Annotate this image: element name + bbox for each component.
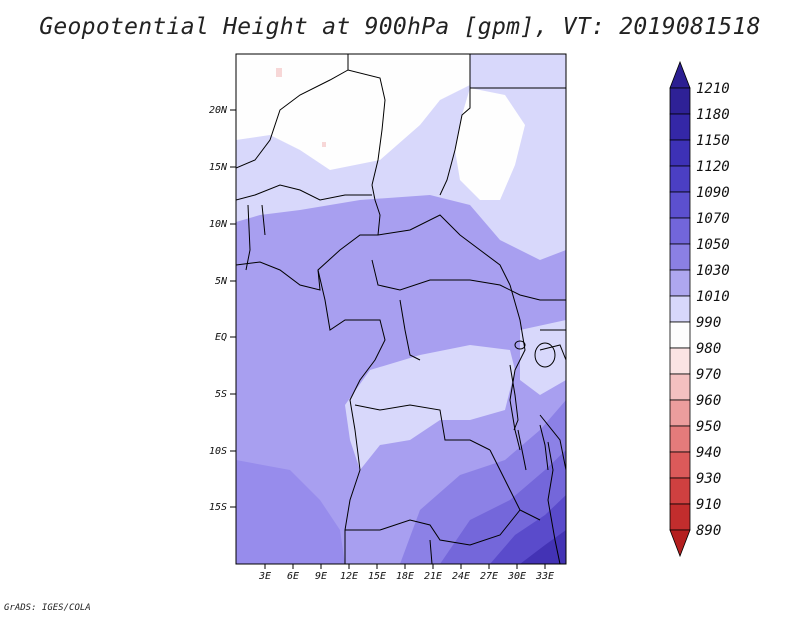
colorbar-segment [669,191,691,219]
lon-tick-label: 6E [287,571,299,582]
lon-axis: 3E 6E 9E 12E 15E 18E 21E 24E 27E 30E 33E [258,564,554,582]
lat-tick-label: 15N [209,162,228,173]
colorbar-segment [669,217,691,245]
colorbar-label: 960 [696,393,721,409]
lon-tick-label: 3E [258,571,271,582]
colorbar-label: 1050 [696,237,730,253]
colorbar-arrow-top [669,60,691,89]
colorbar-segment [669,295,691,323]
lat-tick-label: 15S [209,502,227,513]
colorbar-label: 940 [696,445,721,461]
lon-tick-label: 9E [315,571,327,582]
lat-tick-label: 20N [209,105,228,116]
colorbar-label: 990 [696,315,721,331]
lat-tick-label: 10N [209,219,228,230]
colorbar-label: 910 [696,497,721,513]
colorbar-segment [669,347,691,375]
colorbar-segment [669,139,691,167]
colorbar-segment [669,165,691,193]
colorbar-segment [669,451,691,479]
lon-tick-label: 12E [340,571,358,582]
lon-tick-label: 30E [507,571,526,582]
colorbar-arrow-bottom [669,529,691,558]
colorbar-segment [669,87,691,115]
colorbar-segment [669,425,691,453]
lon-tick-label: 21E [424,571,442,582]
colorbar-label: 1180 [696,107,730,123]
height-field-lakes-light [520,320,566,395]
colorbar-label: 1150 [696,133,730,149]
colorbar-label: 1010 [696,289,730,305]
colorbar-segment [669,243,691,271]
colorbar-label: 930 [696,471,721,487]
colorbar-segment [669,269,691,297]
map-area [236,54,566,564]
lon-tick-label: 33E [535,571,554,582]
height-field-1050-1070-west [236,460,345,564]
colorbar: 1210 1180 1150 1120 1090 1070 1050 1030 … [669,60,730,558]
colorbar-segment [669,321,691,349]
lon-tick-label: 24E [452,571,470,582]
lon-tick-label: 27E [480,571,498,582]
colorbar-label: 1210 [696,81,730,97]
colorbar-segment [669,399,691,427]
colorbar-label: 1030 [696,263,730,279]
lat-tick-label: 5S [215,389,227,400]
height-field-990-spot [276,68,282,77]
lat-tick-label: 10S [209,446,227,457]
colorbar-label: 890 [696,523,721,539]
colorbar-segment [669,113,691,141]
map-frame [235,53,567,565]
height-field-990-1010-east [455,88,525,200]
lat-tick-label: EQ [215,332,227,343]
grads-credit: GrADS: IGES/COLA [4,603,91,613]
colorbar-label: 1070 [696,211,730,227]
height-field-990-spot-2 [322,142,326,147]
colorbar-segment [669,477,691,505]
lon-tick-label: 18E [396,571,414,582]
colorbar-segment [669,373,691,401]
colorbar-label: 980 [696,341,721,357]
colorbar-label: 970 [696,367,721,383]
lon-tick-label: 15E [368,571,386,582]
lake-outlines [509,340,556,471]
height-field-congo-light [345,345,515,470]
country-borders [236,54,566,564]
colorbar-segment [669,503,691,531]
colorbar-label: 1090 [696,185,730,201]
colorbar-label: 950 [696,419,721,435]
lat-tick-label: 5N [215,276,228,287]
height-field-990-1010-west [236,54,470,170]
map-title: Geopotential Height at 900hPa [gpm], VT:… [39,14,761,40]
lat-axis: 20N 15N 10N 5N EQ 5S 10S 15S [209,105,236,513]
colorbar-label: 1120 [696,159,730,175]
